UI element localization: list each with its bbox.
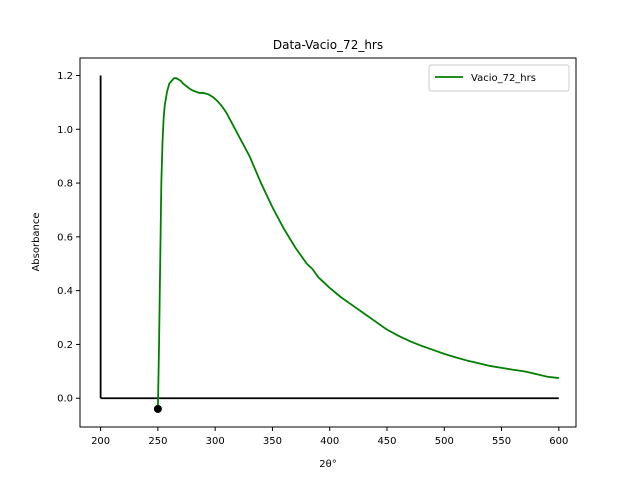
y-tick-label: 0.4: [57, 286, 73, 297]
x-tick-label: 250: [148, 436, 167, 447]
x-tick-label: 450: [377, 436, 396, 447]
x-axis-ticks: 200 250 300 350 400 450 500 550 600: [91, 427, 568, 447]
chart-title: Data-Vacio_72_hrs: [273, 38, 383, 52]
x-tick-label: 500: [435, 436, 454, 447]
y-tick-label: 0.0: [57, 394, 73, 405]
x-axis-label: 2θ°: [319, 459, 336, 470]
y-axis-ticks: 0.0 0.2 0.4 0.6 0.8 1.0 1.2: [57, 71, 80, 405]
axes-frame: [79, 57, 577, 428]
legend-entry: Vacio_72_hrs: [471, 73, 536, 84]
x-tick-label: 350: [263, 436, 282, 447]
y-tick-label: 0.6: [57, 232, 73, 243]
legend: Vacio_72_hrs: [428, 64, 570, 92]
series-line-1: [156, 77, 559, 409]
legend-box: [428, 64, 570, 92]
x-tick-label: 300: [206, 436, 225, 447]
plot-area: [99, 75, 559, 413]
x-tick-label: 200: [91, 436, 110, 447]
x-tick-label: 550: [492, 436, 511, 447]
marker-point: [153, 404, 162, 413]
y-axis-label: Absorbance: [31, 212, 42, 271]
x-tick-label: 600: [549, 436, 568, 447]
y-tick-label: 0.2: [57, 340, 73, 351]
y-tick-label: 0.8: [57, 179, 73, 190]
y-tick-label: 1.2: [57, 71, 73, 82]
y-tick-label: 1.0: [57, 125, 73, 136]
x-tick-label: 400: [320, 436, 339, 447]
